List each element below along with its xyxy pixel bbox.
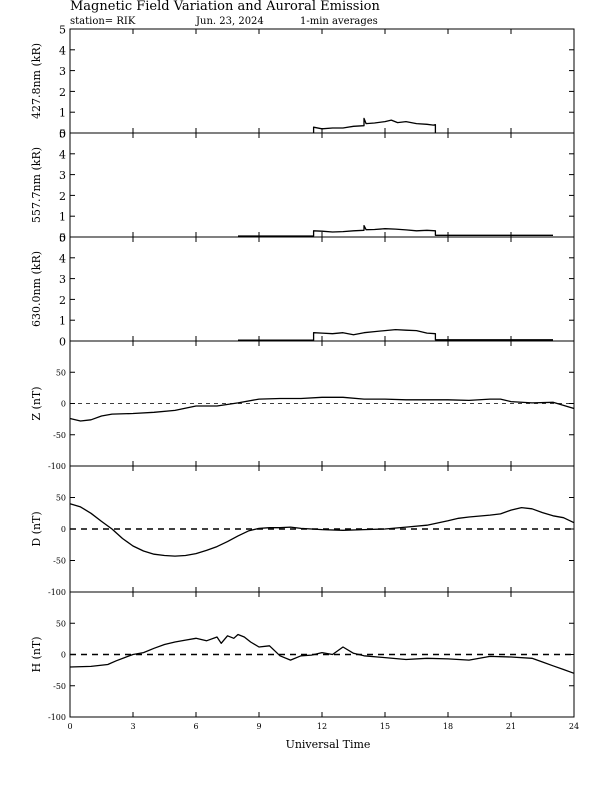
averaging-label: 1-min averages [300, 16, 378, 27]
y-tick-label: 2 [59, 190, 66, 203]
y-tick-label: 0 [59, 336, 66, 349]
y-tick-label: 1 [59, 107, 66, 120]
y-tick-label: 4 [59, 148, 66, 161]
y-tick-label: 50 [56, 619, 66, 628]
y-tick-label: 50 [56, 368, 66, 377]
y-tick-label: 5 [59, 232, 66, 245]
y-axis-label: Z (nT) [30, 386, 43, 420]
y-tick-label: -100 [48, 713, 66, 722]
y-axis-label: D (nT) [30, 511, 43, 546]
y-tick-label: 3 [59, 273, 66, 286]
y-tick-label: 4 [59, 252, 66, 265]
x-tick-label: 24 [569, 722, 579, 731]
x-tick-label: 15 [380, 722, 390, 731]
panel-frame [69, 132, 575, 238]
y-tick-label: 4 [59, 44, 66, 57]
y-axis-label: H (nT) [30, 636, 43, 672]
y-tick-label: 3 [59, 169, 66, 182]
y-tick-label: -50 [53, 682, 66, 691]
x-tick-label: 12 [317, 722, 327, 731]
y-tick-label: 0 [61, 400, 66, 409]
series-line [238, 224, 553, 237]
y-tick-label: 0 [61, 525, 66, 534]
panel-frame [69, 236, 575, 342]
chart-title: Magnetic Field Variation and Auroral Emi… [70, 0, 380, 14]
series-line [69, 633, 575, 674]
y-tick-label: 2 [59, 86, 66, 99]
y-tick-label: 1 [59, 211, 66, 224]
y-tick-label: 0 [61, 651, 66, 660]
x-tick-label: 18 [443, 722, 453, 731]
y-tick-label: 50 [56, 494, 66, 503]
y-tick-label: -50 [53, 557, 66, 566]
panel-frame [69, 28, 575, 134]
series-line [238, 328, 553, 341]
x-tick-label: 21 [506, 722, 516, 731]
x-tick-label: 6 [193, 722, 198, 731]
series-line [69, 503, 575, 557]
x-axis-label: Universal Time [286, 738, 371, 751]
y-tick-label: 1 [59, 315, 66, 328]
series-line [69, 396, 575, 422]
y-tick-label: -50 [53, 431, 66, 440]
y-tick-label: 5 [59, 24, 66, 37]
series-line [312, 117, 437, 133]
y-tick-label: 0 [59, 128, 66, 141]
y-axis-label: 630.0nm (kR) [30, 251, 43, 327]
x-tick-label: 0 [67, 722, 72, 731]
y-tick-label: -100 [48, 462, 66, 471]
y-axis-label: 427.8nm (kR) [30, 43, 43, 119]
station-label: station= RIK [70, 16, 136, 27]
x-tick-label: 3 [130, 722, 135, 731]
y-tick-label: 3 [59, 65, 66, 78]
date-label: Jun. 23, 2024 [195, 16, 264, 27]
y-tick-label: -100 [48, 588, 66, 597]
y-tick-label: 2 [59, 294, 66, 307]
y-axis-label: 557.7nm (kR) [30, 147, 43, 223]
panel-frame [69, 591, 575, 718]
x-tick-label: 9 [256, 722, 261, 731]
y-tick-label: 5 [59, 128, 66, 141]
y-tick-label: 0 [59, 232, 66, 245]
